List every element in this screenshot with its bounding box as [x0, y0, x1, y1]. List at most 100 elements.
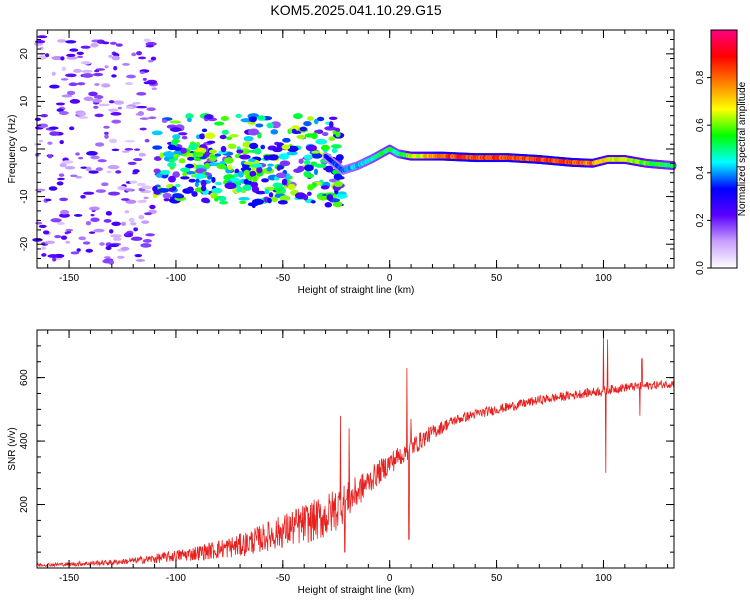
- y-tick-label: 10: [19, 95, 30, 107]
- noise-blob: [47, 154, 53, 159]
- noise-blob: [134, 253, 143, 258]
- noise-blob: [109, 41, 117, 45]
- scatter-blob: [169, 120, 182, 124]
- noise-blob: [78, 236, 87, 241]
- noise-blob: [102, 41, 110, 45]
- scatter-blob: [277, 200, 288, 205]
- scatter-blob: [162, 192, 172, 199]
- chart-title: KOM5.2025.041.10.29.G15: [270, 2, 441, 18]
- colorbar: 0.0 0.2 0.4 0.6 0.8 Normalized spectral ampl…: [695, 29, 748, 275]
- noise-blob: [66, 53, 76, 57]
- noise-blob: [127, 161, 137, 165]
- noise-blob: [101, 182, 109, 187]
- x-tick-label: -100: [166, 573, 186, 584]
- scatter-blob: [185, 163, 195, 169]
- noise-blob: [107, 165, 120, 170]
- y-tick-label: 20: [19, 48, 30, 60]
- scatter-blob: [335, 131, 341, 138]
- scatter-blob: [313, 168, 319, 176]
- noise-blob: [76, 248, 81, 252]
- scatter-blob: [180, 147, 187, 154]
- noise-blob: [94, 113, 104, 118]
- noise-blob: [148, 116, 157, 120]
- scatter-blob: [251, 198, 264, 206]
- scatter-blob: [303, 120, 312, 127]
- noise-blob: [108, 138, 118, 144]
- scatter-blob: [303, 164, 314, 172]
- scatter-blob: [162, 151, 175, 158]
- scatter-blob: [204, 132, 216, 140]
- scatter-blob: [152, 145, 163, 150]
- scatter-blob: [281, 144, 291, 150]
- noise-blob: [61, 160, 74, 164]
- scatter-blob: [225, 136, 233, 141]
- noise-blob: [58, 173, 65, 177]
- noise-blob: [47, 141, 53, 145]
- noise-blob: [42, 230, 50, 235]
- noise-blob: [66, 230, 72, 234]
- scatter-blob: [251, 163, 263, 168]
- noise-blob: [131, 236, 143, 241]
- scatter-blob: [282, 137, 291, 143]
- noise-blob: [80, 194, 86, 199]
- scatter-blob: [276, 165, 282, 171]
- scatter-blob: [264, 189, 270, 195]
- scatter-blob: [261, 178, 269, 183]
- scatter-blob: [320, 185, 330, 190]
- scatter-blob: [267, 197, 272, 204]
- noise-blob: [142, 239, 152, 243]
- x-tick-label: -100: [166, 273, 186, 284]
- trace-core: [671, 163, 676, 168]
- scatter-blob: [296, 134, 306, 140]
- noise-blob: [93, 95, 104, 100]
- noise-blob: [34, 40, 46, 44]
- noise-blob: [139, 71, 146, 75]
- noise-blob: [104, 134, 109, 139]
- scatter-blob: [194, 157, 202, 162]
- noise-blob: [130, 222, 137, 226]
- scatter-blob: [191, 191, 198, 197]
- scatter-blob: [266, 166, 273, 172]
- noise-blob: [38, 224, 47, 228]
- x-tick-label: -150: [59, 273, 79, 284]
- scatter-blob: [331, 144, 342, 149]
- noise-blob: [64, 166, 76, 170]
- noise-blob: [76, 82, 86, 86]
- scatter-blob: [185, 113, 194, 120]
- noise-blob: [85, 220, 92, 226]
- noise-blob: [104, 131, 109, 135]
- noise-blob: [60, 78, 69, 81]
- scatter-blob: [337, 191, 347, 195]
- noise-blob: [89, 206, 100, 211]
- noise-blob: [132, 169, 140, 173]
- scatter-blob: [331, 147, 338, 154]
- scatter-blob: [172, 153, 180, 158]
- noise-blob: [109, 229, 114, 234]
- noise-blob: [44, 53, 50, 58]
- noise-blob: [34, 188, 46, 192]
- spectrogram-y-ticks: -20 -10 0 10 20: [19, 29, 674, 269]
- scatter-blob: [235, 113, 242, 118]
- scatter-blob: [252, 175, 258, 183]
- y-tick-label: 0: [19, 146, 30, 152]
- noise-blob: [68, 82, 78, 87]
- noise-blob: [76, 51, 84, 56]
- noise-blob: [103, 125, 110, 129]
- noise-blob: [117, 106, 122, 110]
- scatter-blob: [332, 130, 337, 135]
- x-tick-label: 0: [387, 573, 393, 584]
- noise-blob: [76, 111, 87, 117]
- noise-blob: [90, 213, 95, 217]
- scatter-blob: [161, 119, 168, 123]
- scatter-blob: [234, 168, 240, 175]
- noise-blob: [111, 55, 121, 61]
- noise-blob: [73, 213, 83, 217]
- noise-blob: [61, 94, 73, 98]
- noise-blob: [109, 234, 122, 238]
- spectrogram-scatter-blobs: [151, 113, 348, 209]
- noise-blob: [57, 221, 65, 225]
- scatter-blob: [328, 116, 338, 120]
- noise-blob: [135, 259, 146, 262]
- scatter-blob: [298, 158, 304, 164]
- scatter-blob: [209, 156, 217, 162]
